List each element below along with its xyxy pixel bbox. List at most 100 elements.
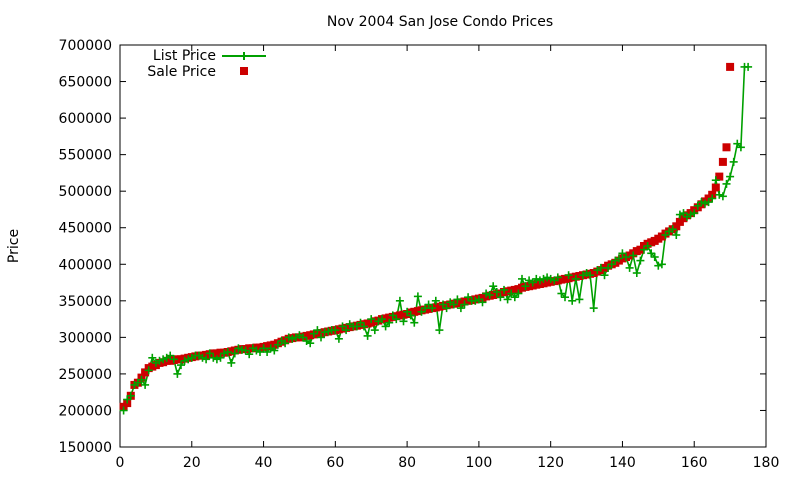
list-price-point [708,194,717,203]
list-price-point [453,295,462,304]
list-price-point [675,210,684,219]
list-price-point [521,282,530,291]
list-price-point [489,282,498,291]
list-price-point [299,333,307,342]
list-price-point [507,289,516,298]
list-price-point [342,326,351,335]
list-price-point [460,300,469,309]
list-price-point [421,304,430,313]
list-price-point [363,331,372,340]
list-price-point [654,261,663,270]
list-price-point [449,300,458,309]
list-price-point [668,225,677,234]
plot-border [119,44,767,448]
legend: List Price Sale Price [147,48,266,80]
list-price-point [119,406,128,415]
list-price-point [701,199,709,208]
list-price-point [600,271,609,280]
y-tick-label: 400000 [59,257,112,273]
list-price-point [220,349,229,358]
sale-price-point [715,172,724,181]
list-price-point [313,326,322,335]
list-price-point [456,304,465,313]
list-price-point [722,179,731,188]
list-price-point [564,271,573,280]
list-price-point [177,361,185,370]
list-price-point [478,298,487,307]
list-price-point [166,351,175,360]
list-price-point [385,318,394,327]
list-price-point [123,395,132,404]
x-tick-label: 180 [753,455,780,471]
y-tick-label: 600000 [59,111,112,127]
legend-label-sale-price: Sale Price [147,64,216,80]
list-price-point [686,210,695,219]
y-tick-label: 500000 [59,184,112,200]
list-price-point [528,278,537,287]
list-price-point [439,300,447,309]
sale-price-point [141,368,150,377]
legend-marker-sale-price [240,67,248,75]
list-price-point [403,307,412,316]
list-price-point [482,289,491,298]
list-price-point [212,355,221,364]
list-price-point [442,304,451,313]
list-price-point [496,293,505,302]
list-price-point [230,349,239,358]
x-tick-label: 0 [116,455,125,471]
list-price-point [661,231,670,239]
list-price-point [270,346,279,355]
y-tick-label: 200000 [59,403,112,419]
x-tick-label: 120 [537,455,564,471]
list-price-point [571,274,580,283]
list-price-point [306,339,315,348]
list-price-point [636,256,645,265]
list-price-point [148,353,157,362]
list-price-point [334,334,343,343]
list-price-point [607,260,616,269]
chart-title: Nov 2004 San Jose Condo Prices [327,14,553,30]
x-tick-label: 80 [398,455,416,471]
list-price-point [532,274,541,283]
list-price-point [284,333,293,342]
list-price-point [586,271,595,280]
list-price-point [370,326,379,335]
list-price-point [360,322,368,331]
list-price-point [223,348,232,356]
legend-marker-list-price [240,52,248,60]
list-price-point [546,274,555,283]
list-price-point [625,263,634,272]
list-price-point [596,263,605,272]
list-price-point [417,307,426,316]
axes-group: 0 20 40 60 80 100 120 140 160 180 150000 200000 2500… [59,38,780,471]
list-price-point [557,289,566,298]
list-price-point [256,348,264,356]
sale-price-point [722,143,731,152]
list-price-point [561,293,569,302]
list-price-point [657,260,666,269]
list-price-point [553,273,562,282]
list-price-point [395,296,404,305]
list-price-point [575,295,584,304]
list-price-point [234,344,243,353]
y-tick-label: 650000 [59,75,112,91]
y-tick-label: 450000 [59,221,112,237]
list-price-point [317,333,325,342]
list-price-point [711,176,720,185]
list-price-point [392,315,401,324]
sale-price-point [726,62,735,71]
y-tick-label: 550000 [59,148,112,164]
list-price-point [650,253,659,261]
list-price-point [704,198,713,207]
list-price-point [259,344,268,353]
list-price-point [141,380,150,389]
list-price-point [535,276,544,285]
list-price-point [273,340,282,349]
list-price-point [137,375,146,384]
list-price-point [632,269,641,277]
list-price-point [672,231,681,239]
list-price-point [514,289,523,298]
list-price-point [180,356,189,365]
y-tick-label: 350000 [59,294,112,310]
